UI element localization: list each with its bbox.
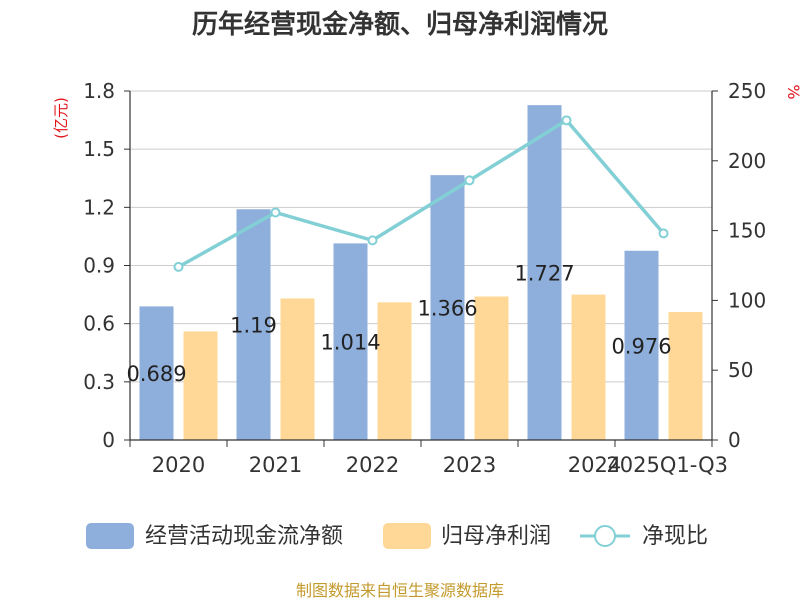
right-tick-label: 100 [728,288,766,312]
legend-label-profit: 归母净利润 [441,524,551,549]
ratio-point [464,175,475,186]
bar-value-label: 0.689 [126,362,186,386]
legend-swatch-profit [383,523,431,549]
bar-cashflow [236,209,271,440]
bar-profit [280,298,315,440]
bar-cashflow [333,243,368,440]
bar-value-label: 1.014 [320,331,380,355]
legend: 经营活动现金流净额 归母净利润 净现比 [86,523,708,549]
legend-marker-ratio [594,525,616,547]
bars [139,105,703,441]
ratio-point [658,228,669,239]
ratio-point [173,261,184,272]
right-tick-label: 150 [728,219,766,243]
left-tick-label: 1.2 [83,195,115,219]
x-tick-label: 2024 [568,453,621,477]
x-tick-label: 2022 [346,453,399,477]
chart-title: 历年经营现金净额、归母净利润情况 [192,9,608,40]
bar-value-label: 0.976 [611,334,671,358]
left-tick-label: 1.8 [83,79,115,103]
x-tick-label: 2023 [443,453,496,477]
ratio-point [270,207,281,218]
bar-value-label: 1.366 [417,297,477,321]
left-tick-label: 0.3 [83,370,115,394]
bar-value-label: 1.727 [514,262,574,286]
data-labels: 0.689 1.19 1.014 1.366 1.727 0.976 [126,262,671,387]
ratio-point [561,115,572,126]
right-tick-label: 50 [728,358,753,382]
x-tick-label: 2020 [152,453,205,477]
source-note: 制图数据来自恒生聚源数据库 [296,581,504,600]
gridlines [130,90,712,383]
bar-cashflow [430,175,465,441]
bar-value-label: 1.19 [230,314,277,338]
x-tick-label: 2025Q1-Q3 [606,453,728,477]
right-tick-label: 0 [728,428,741,452]
ratio-point [367,235,378,246]
right-axis-unit: % [784,84,800,99]
left-tick-label: 0.9 [83,254,115,278]
left-axis-unit: (亿元) [52,97,70,139]
bar-profit [668,312,703,440]
left-tick-label: 0 [102,428,115,452]
right-tick-label: 250 [728,79,766,103]
bar-profit [474,296,509,440]
bar-profit [571,294,606,440]
legend-label-ratio: 净现比 [642,524,708,549]
bar-cashflow [527,105,562,440]
bar-profit [377,302,412,440]
bar-profit [183,331,218,440]
left-tick-label: 1.5 [83,137,115,161]
x-tick-label: 2021 [249,453,302,477]
legend-label-cashflow: 经营活动现金流净额 [145,524,343,549]
legend-swatch-cashflow [86,523,134,549]
right-tick-label: 200 [728,149,766,173]
ratio-line [173,115,669,272]
bar-cashflow [624,250,659,440]
left-tick-label: 0.6 [83,312,115,336]
axes: 0 0.3 0.6 0.9 1.2 1.5 1.8 0 50 100 150 200 250 2020 20… [83,79,766,477]
bar-cashflow [139,306,174,440]
ratio-line-path [177,118,665,269]
